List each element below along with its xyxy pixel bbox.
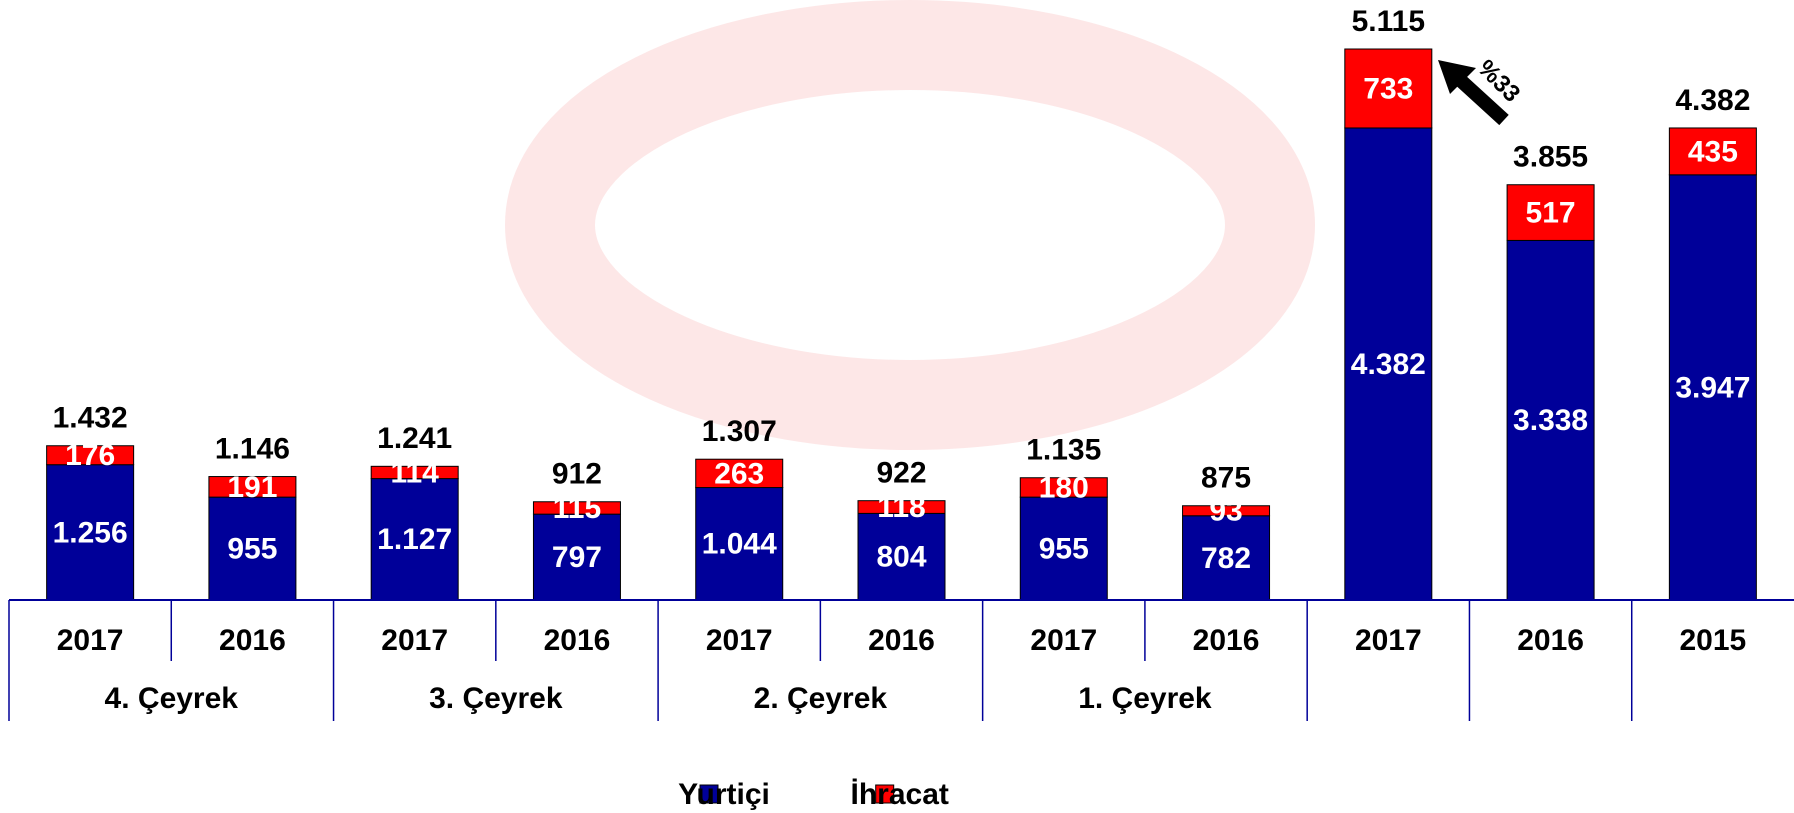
bar-segment: [695, 458, 784, 489]
value-label: 114: [390, 456, 439, 489]
x-tick-label: 2017: [57, 624, 124, 657]
group-label: 3. Çeyrek: [429, 682, 563, 715]
x-tick-label: 2016: [544, 624, 611, 657]
bar-segment: [208, 496, 297, 601]
value-label: 176: [65, 439, 115, 472]
total-label: 1.241: [377, 422, 452, 455]
x-tick-label: 2016: [1193, 624, 1260, 657]
group-label: 2. Çeyrek: [754, 682, 888, 715]
x-tick-label: 2015: [1679, 624, 1746, 657]
x-tick-label: 2017: [1355, 624, 1422, 657]
bar-segment: [46, 464, 135, 601]
bar-segment: [1344, 48, 1433, 129]
value-label: 1.256: [53, 516, 128, 549]
value-label: 733: [1363, 72, 1413, 105]
x-tick-label: 2017: [1030, 624, 1097, 657]
bar-segment: [1182, 515, 1271, 601]
bar-segment: [1344, 127, 1433, 601]
value-label: 118: [877, 491, 925, 524]
bar-segment: [1668, 127, 1757, 176]
bar-segment: [1668, 174, 1757, 601]
bar-segment: [857, 500, 946, 514]
value-label: 955: [227, 532, 277, 565]
x-tick-label: 2016: [868, 624, 935, 657]
total-label: 912: [552, 458, 602, 491]
value-label: 3.338: [1513, 404, 1588, 437]
bar-segment: [532, 513, 621, 601]
legend-swatch: [699, 784, 719, 804]
bar-segment: [1506, 184, 1595, 241]
x-tick-label: 2016: [1517, 624, 1584, 657]
bar-segment: [532, 501, 621, 515]
legend-label: Yurtiçi: [678, 778, 770, 811]
value-label: 1.127: [377, 523, 452, 556]
value-label: 955: [1039, 532, 1089, 565]
bar-segment: [370, 465, 459, 480]
group-label: 1. Çeyrek: [1078, 682, 1212, 715]
total-label: 1.146: [215, 432, 290, 465]
bar-segment: [1506, 239, 1595, 601]
bar-segment: [1182, 505, 1271, 517]
total-label: 3.855: [1513, 141, 1588, 174]
total-label: 5.115: [1352, 5, 1425, 38]
bar-segment: [370, 478, 459, 601]
bar-segment: [1019, 496, 1108, 601]
value-label: 180: [1039, 471, 1089, 504]
value-label: 3.947: [1675, 371, 1750, 404]
value-label: 115: [553, 492, 601, 525]
x-tick-label: 2017: [706, 624, 773, 657]
total-label: 1.432: [53, 402, 128, 435]
arrow: [1438, 60, 1509, 126]
value-label: 93: [1209, 495, 1242, 528]
value-label: 191: [227, 471, 277, 504]
value-label: 782: [1201, 542, 1251, 575]
total-label: 1.135: [1026, 434, 1101, 467]
bar-segment: [857, 512, 946, 601]
watermark: [505, 0, 1315, 450]
value-label: 517: [1526, 196, 1576, 229]
group-label: 4. Çeyrek: [105, 682, 239, 715]
total-label: 4.382: [1675, 84, 1750, 117]
legend-swatch: [875, 784, 895, 804]
total-label: 922: [876, 457, 926, 490]
total-label: 1.307: [702, 415, 777, 448]
value-label: 4.382: [1351, 348, 1426, 381]
value-label: 1.044: [702, 528, 777, 561]
legend-label: İhracat: [851, 778, 949, 811]
total-label: 875: [1201, 462, 1251, 495]
value-label: 263: [714, 457, 764, 490]
x-tick-label: 2016: [219, 624, 286, 657]
bar-segment: [208, 476, 297, 498]
x-tick-label: 2017: [381, 624, 448, 657]
value-label: 797: [552, 541, 602, 574]
value-label: 435: [1688, 135, 1738, 168]
value-label: 804: [876, 541, 926, 574]
bar-segment: [46, 445, 135, 466]
bar-segment: [1019, 477, 1108, 498]
